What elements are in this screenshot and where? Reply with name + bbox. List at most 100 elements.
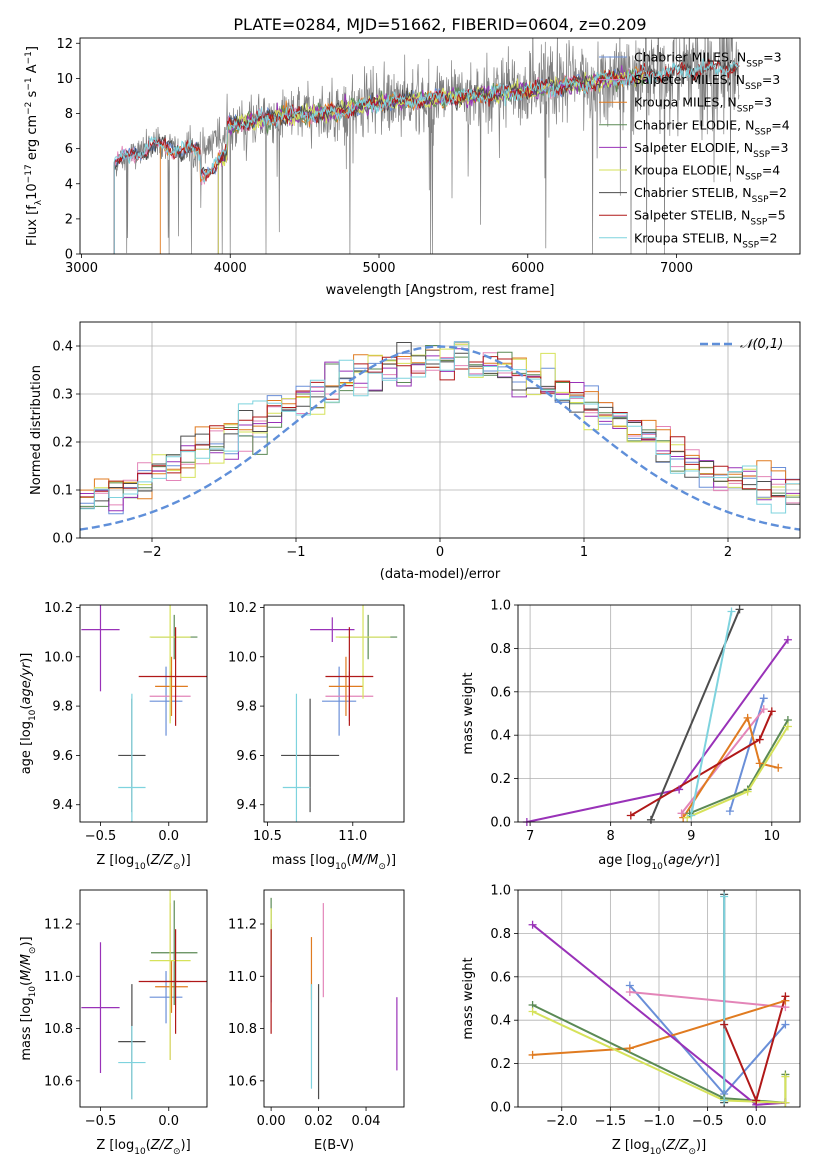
- legend-label: 𝒩(0,1): [740, 337, 783, 352]
- x-tick-label: 2: [724, 545, 732, 560]
- x-axis-label: Z [log10(Z/Z⊙)]: [96, 853, 190, 872]
- x-tick-label: 6000: [511, 261, 544, 276]
- weight-marker: [774, 763, 783, 772]
- y-tick-label: 9.6: [52, 749, 73, 764]
- label-part: wavelength [Angstrom, rest frame]: [326, 283, 555, 298]
- y-tick-label: 10.8: [228, 1022, 257, 1037]
- weight-marker: [528, 920, 537, 929]
- weight-marker: [646, 815, 655, 824]
- legend-sub: SSP: [742, 240, 759, 250]
- legend-text: Salpeter ELODIE, N: [634, 140, 753, 155]
- y-tick-label: 10.0: [228, 650, 257, 665]
- weight-line: [682, 715, 779, 819]
- weight-marker: [675, 785, 684, 794]
- y-tick-label: 11.0: [44, 970, 73, 985]
- weight-marker: [755, 759, 764, 768]
- x-tick-label: 0.0: [746, 1114, 767, 1129]
- legend-sub: SSP: [750, 218, 767, 228]
- x-tick-label: 0.00: [257, 1114, 286, 1129]
- label-part: Z/Z: [150, 1138, 174, 1153]
- label-part: )]: [181, 853, 191, 868]
- y-axis-label: mass weight: [461, 672, 476, 754]
- y-tick-label: 1.0: [490, 884, 511, 899]
- x-tick-label: 5000: [362, 261, 395, 276]
- label-part: ]: [25, 46, 40, 51]
- x-axis-label: mass [log10(M/M⊙)]: [272, 853, 396, 872]
- legend-text: Chabrier STELIB, N: [634, 185, 752, 200]
- legend-text: Kroupa ELODIE, N: [634, 163, 745, 178]
- label-part: −2: [24, 102, 34, 115]
- panel-residuals: −2 −1 0 1 2 0.0 0.1 0.2 0.3 0.4 (data-model)/error…: [29, 321, 801, 582]
- x-tick-label: 0.04: [352, 1114, 381, 1129]
- legend-sub: SSP: [745, 173, 762, 183]
- legend-tail: =2: [759, 230, 777, 245]
- y-tick-label: 4: [65, 177, 73, 192]
- label-part: ⊙: [28, 947, 38, 955]
- weight-marker: [781, 992, 790, 1001]
- legend-sub: SSP: [753, 150, 770, 160]
- x-tick-label: −0.5: [85, 1114, 117, 1129]
- normal-curve: [80, 345, 800, 531]
- x-tick-label: −0.5: [692, 1114, 724, 1129]
- weight-marker: [781, 1072, 790, 1081]
- weight-marker: [752, 1096, 761, 1105]
- label-part: mass [log: [272, 853, 335, 868]
- weight-marker: [743, 787, 752, 796]
- y-tick-label: 10.8: [44, 1022, 73, 1037]
- panel-spectrum: 3000 4000 5000 6000 7000 0 2 4 6 8 10 12 wavelength …: [24, 37, 801, 298]
- y-tick-label: 0.8: [490, 642, 511, 657]
- x-tick-label: 0.0: [158, 829, 179, 844]
- label-part: M/M: [352, 853, 379, 868]
- y-tick-label: 0.6: [490, 685, 511, 700]
- weight-marker: [625, 987, 634, 996]
- weight-marker: [528, 1050, 537, 1059]
- label-part: −1: [24, 51, 34, 64]
- x-axis-label: Z [log10(Z/Z⊙)]: [612, 1138, 706, 1157]
- y-tick-label: 11.0: [228, 970, 257, 985]
- weight-marker: [720, 892, 729, 901]
- label-part: age/yr: [19, 661, 34, 704]
- weight-marker: [783, 635, 792, 644]
- label-part: )]: [19, 936, 34, 946]
- panel-mass_vs_Z: −0.5 0.010.610.811.011.2Z [log10(Z/Z⊙)]ma…: [19, 889, 208, 1157]
- x-tick-label: 7000: [660, 261, 693, 276]
- weight-marker: [759, 705, 768, 714]
- legend-label: Chabrier ELODIE, NSSP=4: [634, 117, 790, 137]
- x-tick-label: −1.5: [595, 1114, 627, 1129]
- label-part: 10: [28, 986, 38, 998]
- y-tick-label: 8: [65, 107, 73, 122]
- x-tick-label: 9: [687, 829, 695, 844]
- label-part: (: [663, 853, 668, 868]
- legend-label: Salpeter STELIB, NSSP=5: [634, 208, 786, 228]
- x-axis-label: Z [log10(Z/Z⊙)]: [96, 1138, 190, 1157]
- x-tick-label: 3000: [65, 261, 98, 276]
- y-tick-label: 10.0: [44, 650, 73, 665]
- y-axis-label: age [log10(age/yr)]: [19, 653, 38, 775]
- x-tick-label: 4000: [214, 261, 247, 276]
- legend-text: Salpeter MILES, N: [634, 72, 745, 87]
- label-part: 10: [651, 862, 663, 872]
- x-axis-label: wavelength [Angstrom, rest frame]: [326, 283, 555, 298]
- weight-marker: [725, 807, 734, 816]
- x-tick-label: 0: [436, 545, 444, 560]
- y-tick-label: 6: [65, 142, 73, 157]
- panel-age_vs_Z: −0.5 0.09.49.69.810.010.2Z [log10(Z/Z⊙)]a…: [19, 601, 208, 872]
- spectrum-model-line: [113, 58, 740, 254]
- y-axis-label: Flux [fλ10−17 erg cm−2 s−1 A−1]: [24, 46, 44, 246]
- weight-marker: [781, 1098, 790, 1107]
- y-tick-label: 0.4: [490, 729, 511, 744]
- x-tick-label: 1: [580, 545, 588, 560]
- x-tick-label: 8: [607, 829, 615, 844]
- weight-marker: [781, 1020, 790, 1029]
- x-axis-label: age [log10(age/yr)]: [598, 853, 720, 872]
- label-part: ⊙: [378, 862, 386, 872]
- weight-marker: [677, 809, 686, 818]
- weight-marker: [759, 694, 768, 703]
- label-part: )]: [710, 853, 720, 868]
- axes-frame: [79, 37, 801, 255]
- label-part: E(B-V): [314, 1138, 354, 1153]
- y-tick-label: 0.8: [490, 927, 511, 942]
- label-part: (: [19, 981, 34, 986]
